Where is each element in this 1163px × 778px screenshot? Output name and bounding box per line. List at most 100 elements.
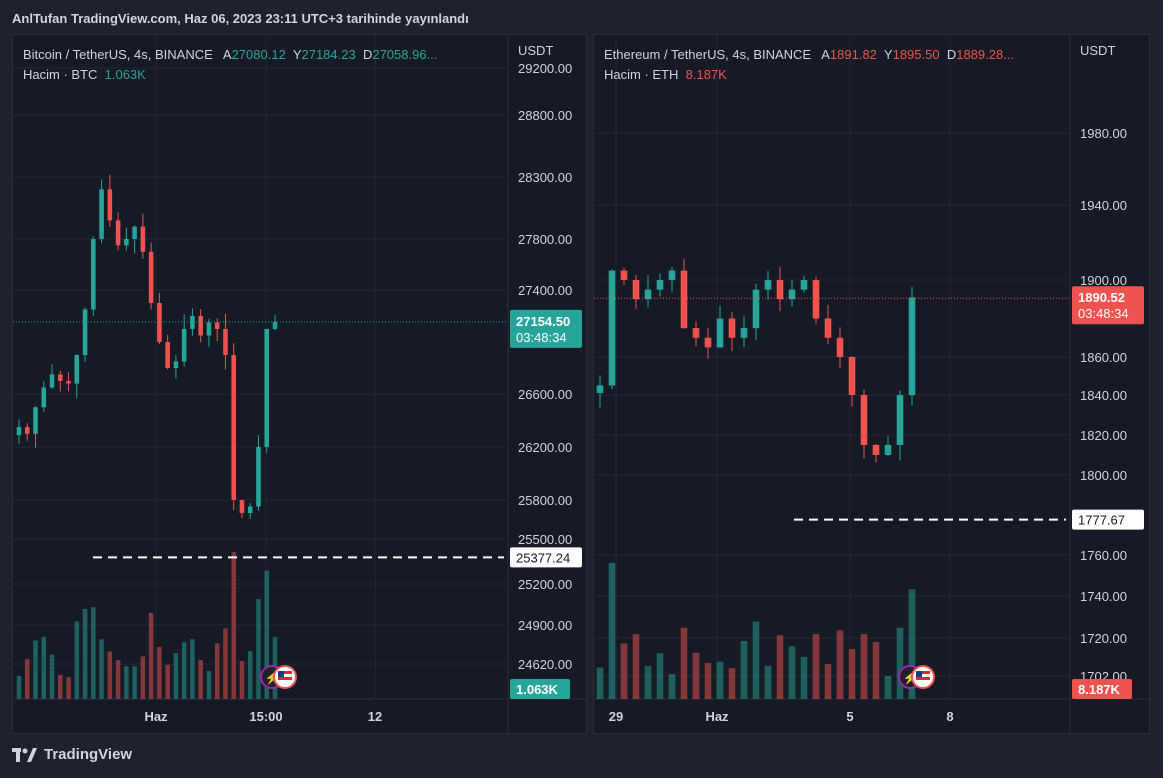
candle-body (33, 407, 38, 434)
flag-stripe (278, 677, 292, 680)
candle-body (836, 337, 844, 357)
candle-body (140, 226, 146, 252)
volume-bar (181, 642, 187, 699)
volume-bar (256, 598, 261, 699)
flag-stripe (916, 677, 930, 680)
volume-bar (247, 651, 253, 699)
x-tick-label: Haz (144, 709, 168, 724)
volume-bar (49, 654, 55, 699)
candle-body (41, 387, 47, 408)
btc-high: 27184.23 (301, 47, 356, 62)
last-price-badge (510, 309, 582, 348)
support-label: 25377.24 (516, 550, 570, 565)
volume-badge-label: 1.063K (516, 682, 559, 697)
volume-bar (656, 653, 664, 699)
candle-body (608, 270, 616, 386)
eth-chart-svg[interactable]: 1980.00 1940.00 1900.00 1860.00 1840.00 1820.… (594, 35, 1151, 735)
candle-body (692, 328, 700, 338)
tradingview-logo[interactable]: TradingView (12, 746, 132, 763)
candle-body (752, 289, 760, 329)
eth-chart-panel[interactable]: 1980.00 1940.00 1900.00 1860.00 1840.00 1820.… (593, 34, 1151, 735)
y-tick-label: 1860.00 (1080, 350, 1127, 365)
candle-body (620, 270, 628, 280)
candle-body (58, 374, 63, 381)
y-tick-label: 25200.00 (518, 577, 572, 592)
y-tick-label: 26600.00 (518, 387, 572, 402)
x-tick-label: 8 (946, 709, 953, 724)
y-tick-label: 1800.00 (1080, 468, 1127, 483)
volume-badge (510, 679, 570, 699)
volume-bar (140, 656, 146, 699)
btc-volume-label: Hacim · BTC (23, 67, 98, 82)
candle-body (190, 316, 195, 329)
volume-bar (692, 652, 700, 699)
eth-high: 1895.50 (892, 47, 940, 62)
volume-bar (740, 641, 748, 699)
volume-badge-label: 8.187K (1078, 682, 1121, 697)
volume-bar (752, 621, 760, 699)
candle-body (884, 445, 892, 455)
candle-body (740, 328, 748, 338)
candle-body (165, 342, 170, 368)
candle-body (800, 280, 808, 290)
tradingview-brand: TradingView (44, 746, 133, 763)
countdown-label: 03:48:34 (1078, 306, 1129, 321)
volume-bar (206, 671, 212, 699)
flag-stripe (916, 671, 930, 674)
y-tick-label: 1740.00 (1080, 589, 1127, 604)
candle-body (668, 270, 676, 280)
volume-badge (1072, 679, 1132, 699)
volume-group (596, 562, 916, 699)
candle-body (231, 355, 236, 500)
candle-body (74, 355, 80, 384)
y-tick-label: 24900.00 (518, 618, 572, 633)
candle-body (256, 447, 261, 507)
y-tick-label: 1980.00 (1080, 126, 1127, 141)
candle-body (91, 239, 96, 310)
y-tick-label: 29200.00 (518, 61, 572, 76)
candle-body (115, 220, 121, 246)
volume-bar (231, 552, 236, 699)
y-tick-label: 27400.00 (518, 283, 572, 298)
volume-bar (848, 648, 856, 699)
btc-chart-svg[interactable]: 29200.00 28800.00 28300.00 27800.00 27400.00… (13, 35, 588, 735)
volume-bar (608, 562, 616, 699)
volume-bar (223, 628, 228, 699)
btc-chart-panel[interactable]: 29200.00 28800.00 28300.00 27800.00 27400.00… (12, 34, 588, 735)
candle-body (206, 322, 212, 336)
volume-bar (896, 627, 904, 699)
last-price-label: 1890.52 (1078, 290, 1125, 305)
y-tick-label: 28300.00 (518, 170, 572, 185)
y-tick-label: 28800.00 (518, 108, 572, 123)
candle-body (848, 357, 856, 395)
candle-body (181, 329, 187, 362)
volume-bar (836, 630, 844, 699)
candle-body (49, 374, 55, 388)
volume-bar (165, 664, 170, 699)
btc-low: 27058.96... (372, 47, 438, 62)
x-tick-label: 5 (846, 709, 853, 724)
eth-legend: Ethereum / TetherUS, 4s, BINANCE A1891.8… (604, 47, 1015, 82)
candle-body (214, 322, 220, 329)
eth-low: 1889.28... (956, 47, 1015, 62)
candle-body (680, 270, 688, 329)
volume-bar (66, 677, 71, 699)
candle-body (788, 289, 796, 300)
volume-bar (33, 640, 38, 699)
flag-stripe (278, 671, 292, 674)
volume-bar (24, 659, 30, 699)
candle-body (82, 309, 88, 355)
last-price-badge (1072, 286, 1144, 325)
volume-bar (596, 667, 604, 699)
volume-bar (214, 643, 220, 699)
candle-body (860, 395, 868, 445)
volume-bar (812, 634, 820, 699)
btc-legend: Bitcoin / TetherUS, 4s, BINANCE A27080.1… (23, 47, 438, 82)
volume-bar (884, 676, 892, 699)
candle-body (272, 321, 278, 329)
volume-bar (190, 639, 195, 699)
volume-bar (860, 634, 868, 699)
candle-body (99, 189, 104, 239)
currency-label: USDT (518, 43, 553, 58)
flag-canton (916, 671, 922, 677)
